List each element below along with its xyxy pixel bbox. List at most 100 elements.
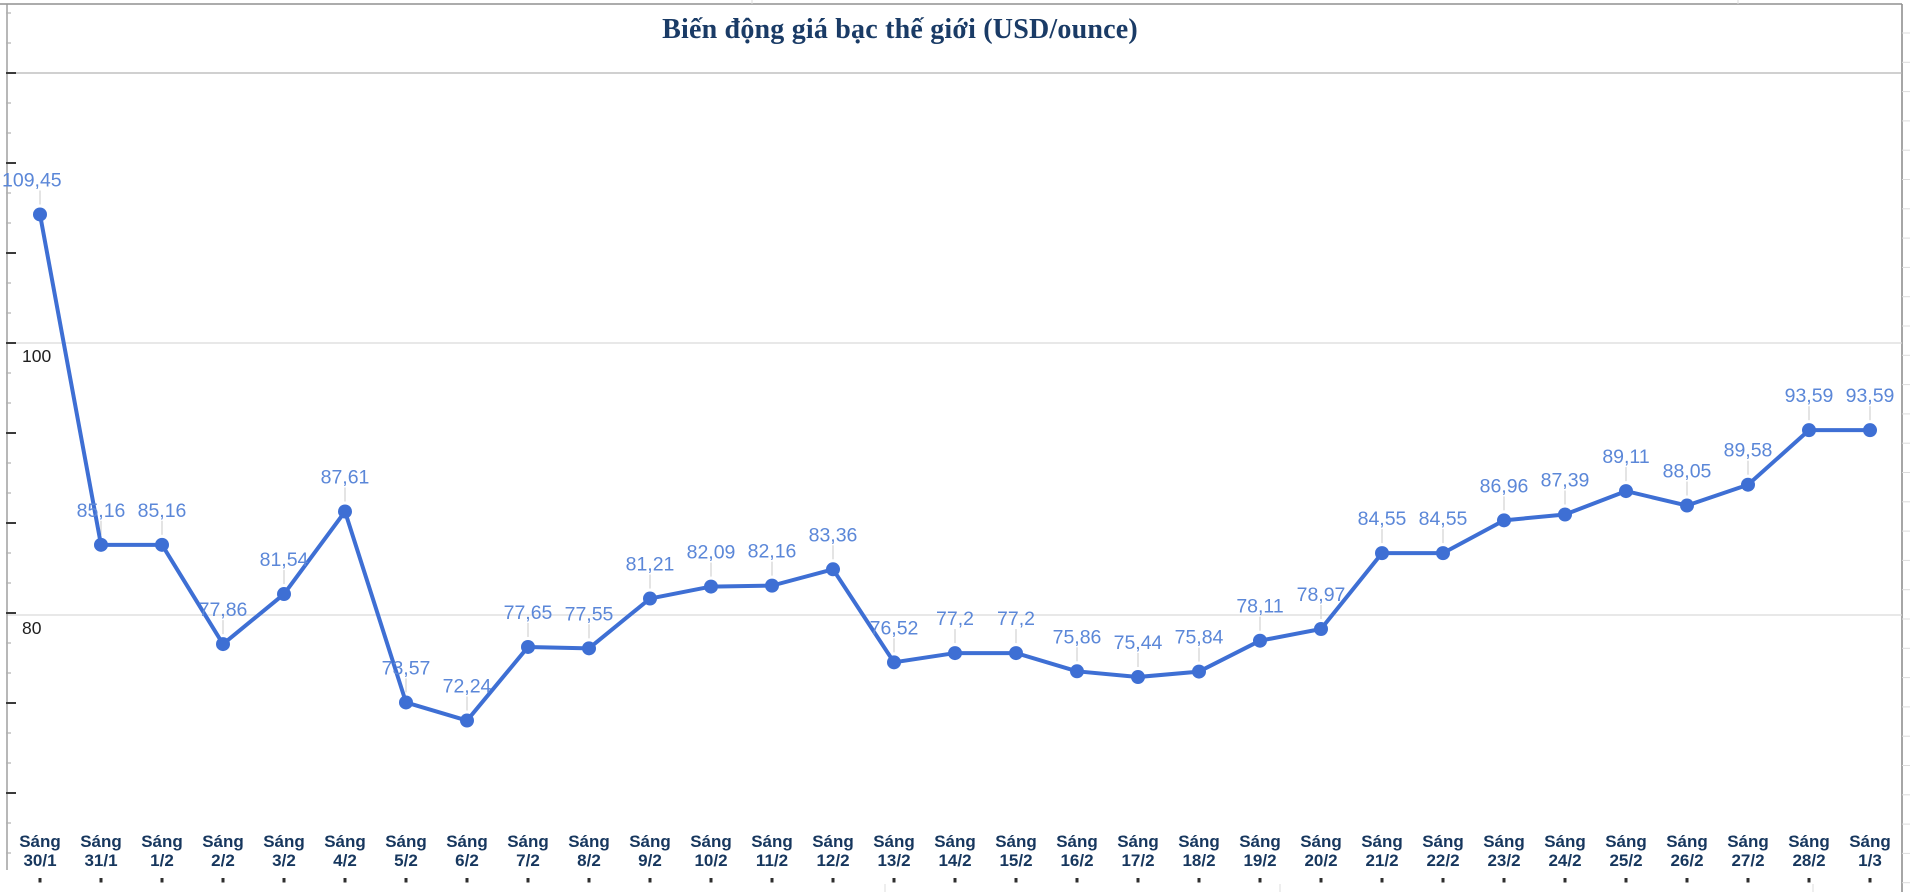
x-axis-tick (1685, 878, 1689, 883)
data-point (1192, 664, 1206, 679)
data-label: 77,65 (504, 602, 553, 624)
x-axis-label: Sáng 8/2 (568, 832, 610, 870)
x-axis-label: Sáng 4/2 (324, 832, 366, 870)
x-axis-label: Sáng 20/2 (1300, 832, 1342, 870)
data-label: 76,52 (870, 617, 919, 639)
data-point (643, 591, 657, 606)
data-label: 93,59 (1846, 385, 1895, 407)
x-axis-tick (526, 878, 530, 883)
data-point (277, 587, 291, 602)
x-axis-label: Sáng 24/2 (1544, 832, 1586, 870)
x-axis-tick (221, 878, 225, 883)
data-point (460, 713, 474, 728)
price-series-line (38, 212, 1872, 723)
data-label: 81,21 (626, 554, 675, 576)
y-axis-label: 100 (22, 346, 51, 366)
data-label: 77,2 (936, 608, 974, 630)
data-point (1802, 423, 1816, 438)
data-label: 72,24 (443, 676, 492, 698)
data-point (704, 579, 718, 594)
data-point (216, 637, 230, 652)
x-axis-label: Sáng 13/2 (873, 832, 915, 870)
x-axis-tick (1136, 878, 1140, 883)
data-point (521, 639, 535, 654)
data-label: 78,97 (1297, 584, 1346, 606)
data-point (765, 578, 779, 593)
data-point (1680, 498, 1694, 513)
data-label: 75,44 (1114, 632, 1163, 654)
data-point (399, 695, 413, 710)
data-label: 77,2 (997, 608, 1035, 630)
x-axis-tick (709, 878, 713, 883)
x-axis-label: Sáng 9/2 (629, 832, 671, 870)
x-axis-label: Sáng 27/2 (1727, 832, 1769, 870)
x-axis-label: Sáng 10/2 (690, 832, 732, 870)
data-point (887, 655, 901, 670)
data-label: 89,58 (1724, 440, 1773, 462)
data-point (155, 537, 169, 552)
x-axis-label: Sáng 30/1 (19, 832, 61, 870)
data-label: 81,54 (260, 549, 309, 571)
x-axis-tick (1380, 878, 1384, 883)
data-point (826, 562, 840, 577)
data-point (1863, 423, 1877, 438)
x-axis-tick (1624, 878, 1628, 883)
data-label: 86,96 (1480, 475, 1529, 497)
data-label: 93,59 (1785, 385, 1834, 407)
x-axis-label: Sáng 6/2 (446, 832, 488, 870)
y-axis-label: 80 (22, 618, 42, 638)
data-point (1009, 646, 1023, 661)
data-point (1375, 546, 1389, 561)
x-axis-tick (648, 878, 652, 883)
data-point (338, 504, 352, 519)
data-label: 77,86 (199, 599, 248, 621)
x-axis-tick (587, 878, 591, 883)
data-point (1741, 477, 1755, 492)
data-label: 82,16 (748, 541, 797, 563)
data-point (1619, 484, 1633, 499)
chart-title: Biến động giá bạc thế giới (USD/ounce) (662, 14, 1138, 45)
x-axis-tick (1319, 878, 1323, 883)
x-axis-tick (770, 878, 774, 883)
data-point (1253, 633, 1267, 648)
x-axis-label: Sáng 18/2 (1178, 832, 1220, 870)
data-label: 77,55 (565, 603, 614, 625)
x-axis-tick (282, 878, 286, 883)
x-axis-label: Sáng 1/3 (1849, 832, 1891, 870)
data-label: 83,36 (809, 524, 858, 546)
data-point (1070, 664, 1084, 679)
x-axis-tick (99, 878, 103, 883)
x-axis-label: Sáng 7/2 (507, 832, 549, 870)
x-axis-label: Sáng 28/2 (1788, 832, 1830, 870)
x-axis-label: Sáng 15/2 (995, 832, 1037, 870)
x-axis-label: Sáng 14/2 (934, 832, 976, 870)
x-axis-tick (1807, 878, 1811, 883)
x-axis-tick (1014, 878, 1018, 883)
data-label: 78,11 (1236, 596, 1283, 618)
data-label: 75,84 (1175, 627, 1224, 649)
x-axis-tick (1868, 878, 1872, 883)
x-axis-tick (465, 878, 469, 883)
data-point (94, 537, 108, 552)
data-label: 87,39 (1541, 469, 1590, 491)
x-axis-tick (892, 878, 896, 883)
data-label: 75,86 (1053, 626, 1102, 648)
x-axis-label: Sáng 22/2 (1422, 832, 1464, 870)
data-label: 87,61 (321, 467, 370, 489)
data-label: 85,16 (138, 500, 187, 522)
data-label: 82,09 (687, 542, 736, 564)
x-axis-tick (831, 878, 835, 883)
x-axis-tick (953, 878, 957, 883)
data-point (948, 646, 962, 661)
x-axis-label: Sáng 11/2 (751, 832, 793, 870)
x-axis-tick (1197, 878, 1201, 883)
data-label: 89,11 (1602, 446, 1649, 468)
x-axis-label: Sáng 3/2 (263, 832, 305, 870)
x-axis-tick (1563, 878, 1567, 883)
x-axis-label: Sáng 19/2 (1239, 832, 1281, 870)
x-axis-label: Sáng 26/2 (1666, 832, 1708, 870)
x-axis-label: Sáng 16/2 (1056, 832, 1098, 870)
data-point (1131, 670, 1145, 685)
